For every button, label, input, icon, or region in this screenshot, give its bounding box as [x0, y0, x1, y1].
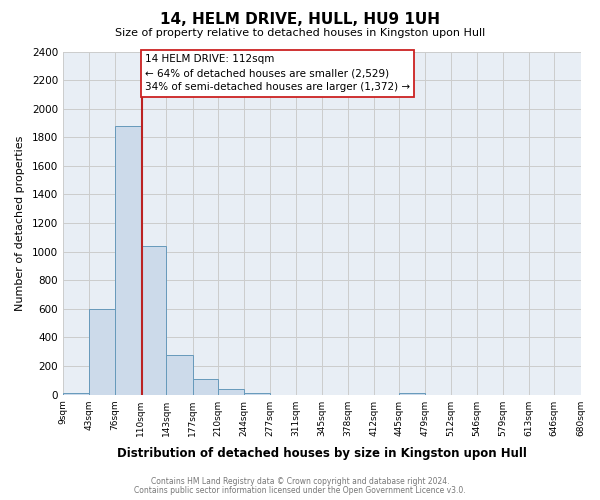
Bar — [218, 389, 244, 394]
Bar — [399, 392, 425, 394]
X-axis label: Distribution of detached houses by size in Kingston upon Hull: Distribution of detached houses by size … — [117, 447, 527, 460]
Y-axis label: Number of detached properties: Number of detached properties — [15, 136, 25, 311]
Bar — [89, 309, 115, 394]
Bar — [166, 356, 193, 395]
Bar — [244, 392, 270, 394]
Text: 14 HELM DRIVE: 112sqm
← 64% of detached houses are smaller (2,529)
34% of semi-d: 14 HELM DRIVE: 112sqm ← 64% of detached … — [145, 54, 410, 92]
Text: 14, HELM DRIVE, HULL, HU9 1UH: 14, HELM DRIVE, HULL, HU9 1UH — [160, 12, 440, 28]
Bar — [63, 392, 89, 394]
Text: Size of property relative to detached houses in Kingston upon Hull: Size of property relative to detached ho… — [115, 28, 485, 38]
Bar — [115, 126, 141, 394]
Text: Contains HM Land Registry data © Crown copyright and database right 2024.: Contains HM Land Registry data © Crown c… — [151, 477, 449, 486]
Text: Contains public sector information licensed under the Open Government Licence v3: Contains public sector information licen… — [134, 486, 466, 495]
Bar — [193, 379, 218, 394]
Bar — [141, 246, 166, 394]
